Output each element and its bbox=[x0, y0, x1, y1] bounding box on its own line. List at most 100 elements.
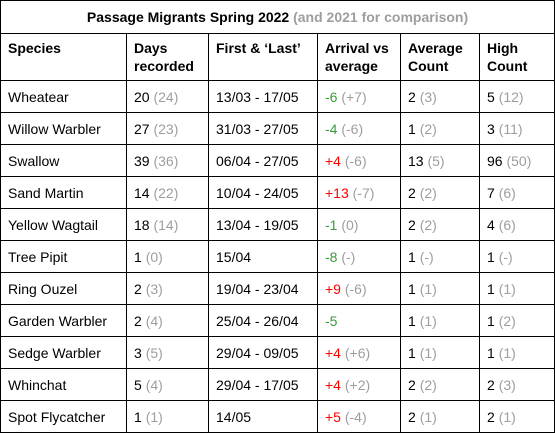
days-value: 3 bbox=[134, 344, 142, 361]
cell-average-count: 1 (1) bbox=[400, 336, 480, 369]
dates-value: 06/04 - 27/05 bbox=[216, 152, 299, 169]
days-value: 1 bbox=[134, 408, 142, 425]
days-value: 14 bbox=[134, 184, 150, 201]
high-prev-value: (6) bbox=[498, 184, 516, 201]
average-prev-value: (1) bbox=[419, 312, 437, 329]
table-subtitle: (and 2021 for comparison) bbox=[293, 9, 469, 25]
species-name: Whinchat bbox=[8, 376, 67, 393]
average-prev-value: (1) bbox=[419, 280, 437, 297]
cell-days-recorded: 27 (23) bbox=[126, 112, 209, 145]
cell-days-recorded: 2 (3) bbox=[126, 272, 209, 305]
days-value: 20 bbox=[134, 88, 150, 105]
cell-average-count: 1 (2) bbox=[400, 112, 480, 145]
arrival-value: +13 bbox=[325, 184, 349, 201]
cell-high-count: 1 (2) bbox=[478, 304, 555, 337]
dates-value: 15/04 bbox=[216, 248, 252, 265]
species-name: Wheatear bbox=[8, 88, 69, 105]
high-prev-value: (12) bbox=[498, 88, 524, 105]
arrival-value: -8 bbox=[325, 248, 338, 265]
cell-high-count: 7 (6) bbox=[478, 176, 555, 209]
cell-first-last: 19/04 - 23/04 bbox=[208, 272, 318, 305]
days-prev-value: (4) bbox=[145, 376, 163, 393]
arrival-prev-value: (-4) bbox=[344, 408, 367, 425]
dates-value: 13/04 - 19/05 bbox=[216, 216, 299, 233]
days-value: 39 bbox=[134, 152, 150, 169]
days-prev-value: (23) bbox=[153, 120, 179, 137]
species-name: Swallow bbox=[8, 152, 60, 169]
days-value: 2 bbox=[134, 312, 142, 329]
species-name: Willow Warbler bbox=[8, 120, 101, 137]
species-name: Tree Pipit bbox=[8, 248, 68, 265]
cell-high-count: 5 (12) bbox=[478, 80, 555, 113]
average-value: 2 bbox=[408, 216, 416, 233]
cell-high-count: 96 (50) bbox=[478, 144, 555, 177]
table-title-cell: Passage Migrants Spring 2022 (and 2021 f… bbox=[0, 0, 555, 34]
cell-species: Yellow Wagtail bbox=[0, 208, 127, 241]
cell-days-recorded: 3 (5) bbox=[126, 336, 209, 369]
cell-high-count: 3 (11) bbox=[478, 112, 555, 145]
average-value: 2 bbox=[408, 184, 416, 201]
high-value: 1 bbox=[487, 280, 495, 297]
high-prev-value: (11) bbox=[498, 120, 523, 137]
dates-value: 29/04 - 17/05 bbox=[216, 376, 299, 393]
average-value: 1 bbox=[408, 312, 416, 329]
days-prev-value: (1) bbox=[145, 408, 163, 425]
cell-species: Wheatear bbox=[0, 80, 127, 113]
average-value: 2 bbox=[408, 408, 416, 425]
cell-average-count: 2 (2) bbox=[400, 208, 480, 241]
average-value: 1 bbox=[408, 120, 416, 137]
days-value: 27 bbox=[134, 120, 150, 137]
species-name: Ring Ouzel bbox=[8, 280, 78, 297]
cell-first-last: 31/03 - 27/05 bbox=[208, 112, 318, 145]
days-value: 18 bbox=[134, 216, 150, 233]
cell-high-count: 2 (1) bbox=[478, 400, 555, 433]
species-name: Sand Martin bbox=[8, 184, 84, 201]
header-days-recorded: Days recorded bbox=[126, 33, 209, 81]
cell-days-recorded: 2 (4) bbox=[126, 304, 209, 337]
cell-species: Sedge Warbler bbox=[0, 336, 127, 369]
table-row: Spot Flycatcher 1 (1) 14/05 +5 (-4) 2 (1) 2 (… bbox=[0, 400, 555, 433]
arrival-prev-value: (-7) bbox=[352, 184, 375, 201]
cell-days-recorded: 1 (0) bbox=[126, 240, 209, 273]
high-value: 7 bbox=[487, 184, 495, 201]
header-arrival-vs-average: Arrival vs average bbox=[317, 33, 401, 81]
table-title: Passage Migrants Spring 2022 bbox=[86, 9, 290, 25]
arrival-value: +4 bbox=[325, 152, 341, 169]
cell-arrival: +9 (-6) bbox=[317, 272, 401, 305]
cell-species: Spot Flycatcher bbox=[0, 400, 127, 433]
table-row: Sedge Warbler 3 (5) 29/04 - 09/05 +4 (+6) 1 … bbox=[0, 336, 555, 369]
cell-species: Whinchat bbox=[0, 368, 127, 401]
table-row: Sand Martin 14 (22) 10/04 - 24/05 +13 (-7) 2… bbox=[0, 176, 555, 209]
arrival-value: +4 bbox=[325, 376, 341, 393]
high-value: 1 bbox=[487, 344, 495, 361]
cell-species: Ring Ouzel bbox=[0, 272, 127, 305]
cell-first-last: 14/05 bbox=[208, 400, 318, 433]
cell-days-recorded: 39 (36) bbox=[126, 144, 209, 177]
cell-days-recorded: 18 (14) bbox=[126, 208, 209, 241]
arrival-prev-value: (-6) bbox=[344, 152, 367, 169]
table-row: Swallow 39 (36) 06/04 - 27/05 +4 (-6) 13 (5)… bbox=[0, 144, 555, 177]
cell-average-count: 2 (2) bbox=[400, 176, 480, 209]
arrival-prev-value: (-6) bbox=[341, 120, 364, 137]
high-value: 2 bbox=[487, 376, 495, 393]
arrival-prev-value: (+6) bbox=[344, 344, 371, 361]
cell-species: Swallow bbox=[0, 144, 127, 177]
dates-value: 29/04 - 09/05 bbox=[216, 344, 299, 361]
days-value: 5 bbox=[134, 376, 142, 393]
arrival-value: +4 bbox=[325, 344, 341, 361]
cell-days-recorded: 14 (22) bbox=[126, 176, 209, 209]
days-prev-value: (24) bbox=[153, 88, 179, 105]
cell-arrival: -8 (-) bbox=[317, 240, 401, 273]
cell-average-count: 2 (1) bbox=[400, 400, 480, 433]
average-prev-value: (1) bbox=[419, 344, 437, 361]
table-row: Yellow Wagtail 18 (14) 13/04 - 19/05 -1 (0)… bbox=[0, 208, 555, 241]
table-row: Wheatear 20 (24) 13/03 - 17/05 -6 (+7) 2 (3)… bbox=[0, 80, 555, 113]
high-prev-value: (1) bbox=[498, 344, 516, 361]
cell-species: Sand Martin bbox=[0, 176, 127, 209]
arrival-value: -5 bbox=[325, 312, 338, 329]
cell-species: Willow Warbler bbox=[0, 112, 127, 145]
cell-average-count: 2 (2) bbox=[400, 368, 480, 401]
high-prev-value: (-) bbox=[498, 248, 513, 265]
days-prev-value: (5) bbox=[145, 344, 163, 361]
